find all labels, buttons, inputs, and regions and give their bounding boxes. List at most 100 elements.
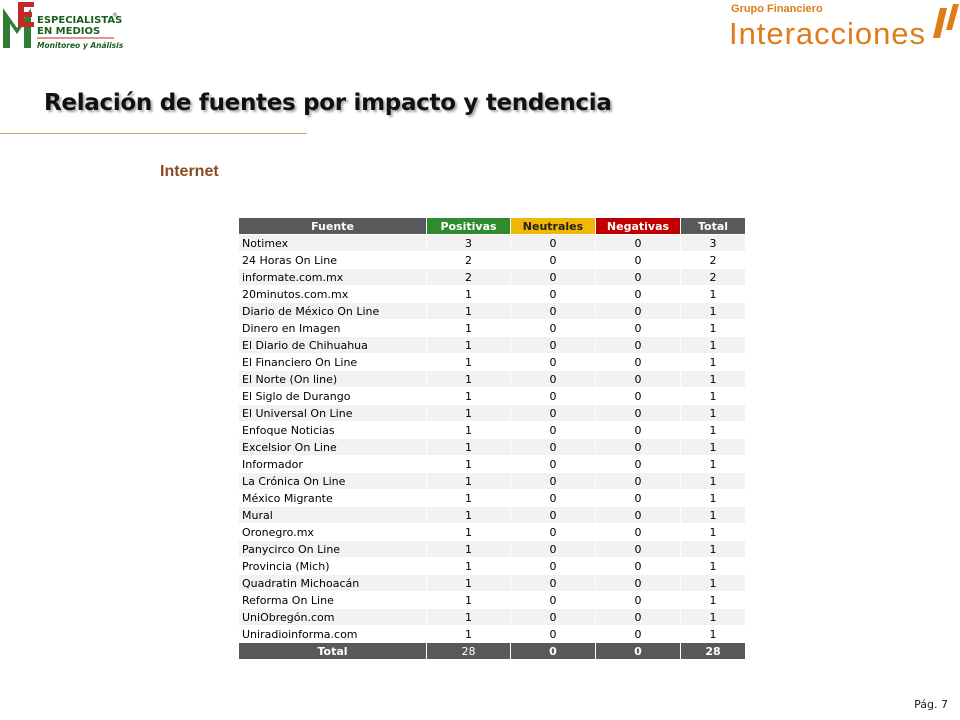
logo-right: Grupo Financiero Interacciones	[729, 3, 959, 51]
count-cell: 0	[595, 438, 681, 456]
logo-text: Monitoreo y Análisis	[37, 41, 124, 50]
count-cell: 1	[680, 608, 746, 626]
count-cell: 1	[680, 404, 746, 422]
count-cell: 1	[680, 540, 746, 558]
total-row: Total 28 0 0 28	[238, 642, 746, 660]
count-cell: 0	[510, 285, 596, 303]
source-cell: Provincia (Mich)	[238, 557, 427, 575]
count-cell: 1	[426, 472, 511, 490]
source-cell: Oronegro.mx	[238, 523, 427, 541]
count-cell: 1	[426, 404, 511, 422]
count-cell: 2	[426, 251, 511, 269]
count-cell: 0	[595, 489, 681, 507]
count-cell: 0	[595, 455, 681, 473]
source-cell: El Norte (On line)	[238, 370, 427, 388]
count-cell: 0	[595, 353, 681, 371]
count-cell: 1	[680, 387, 746, 405]
count-cell: 0	[510, 557, 596, 575]
table-row: 24 Horas On Line 2 0 0 2	[238, 251, 746, 269]
logo-text: Interacciones	[729, 16, 925, 51]
header-row: Fuente Positivas Neutrales Negativas Total	[238, 217, 746, 235]
count-cell: 1	[426, 319, 511, 337]
count-cell: 1	[426, 302, 511, 320]
source-cell: Notimex	[238, 234, 427, 252]
source-cell: Excelsior On Line	[238, 438, 427, 456]
count-cell: 1	[426, 370, 511, 388]
source-cell: México Migrante	[238, 489, 427, 507]
table-row: UniObregón.com 1 0 0 1	[238, 608, 746, 626]
count-cell: 0	[510, 506, 596, 524]
count-cell: 1	[426, 540, 511, 558]
count-cell: 1	[426, 506, 511, 524]
count-cell: 0	[510, 421, 596, 439]
source-cell: El Diario de Chihuahua	[238, 336, 427, 354]
table-row: El Financiero On Line 1 0 0 1	[238, 353, 746, 371]
total-cell: 0	[595, 642, 681, 660]
source-cell: UniObregón.com	[238, 608, 427, 626]
count-cell: 0	[510, 591, 596, 609]
count-cell: 0	[595, 523, 681, 541]
count-cell: 1	[426, 421, 511, 439]
table-row: Notimex 3 0 0 3	[238, 234, 746, 252]
table-row: Enfoque Noticias 1 0 0 1	[238, 421, 746, 439]
logo-text: ESPECIALISTAS	[37, 15, 122, 26]
source-cell: Enfoque Noticias	[238, 421, 427, 439]
count-cell: 0	[595, 574, 681, 592]
table: Fuente Positivas Neutrales Negativas Total N…	[238, 217, 746, 660]
count-cell: 0	[595, 404, 681, 422]
table-row: Oronegro.mx 1 0 0 1	[238, 523, 746, 541]
count-cell: 1	[680, 557, 746, 575]
count-cell: 1	[426, 455, 511, 473]
count-cell: 1	[426, 387, 511, 405]
count-cell: 0	[510, 370, 596, 388]
title: Relación de fuentes por impacto y tenden…	[44, 90, 612, 116]
count-cell: 1	[680, 285, 746, 303]
source-cell: La Crónica On Line	[238, 472, 427, 490]
count-cell: 0	[510, 489, 596, 507]
count-cell: 0	[595, 472, 681, 490]
count-cell: 1	[680, 438, 746, 456]
column-header: Total	[680, 217, 746, 235]
source-cell: Uniradioinforma.com	[238, 625, 427, 643]
section-label: Internet	[160, 163, 219, 180]
count-cell: 2	[680, 251, 746, 269]
total-cell: 28	[426, 642, 511, 660]
count-cell: 0	[595, 268, 681, 286]
logo-text: Grupo Financiero	[731, 3, 823, 15]
source-cell: Diario de México On Line	[238, 302, 427, 320]
count-cell: 1	[426, 489, 511, 507]
table-row: Mural 1 0 0 1	[238, 506, 746, 524]
page-number: Pág. 7	[914, 698, 948, 711]
table-row: Quadratin Michoacán 1 0 0 1	[238, 574, 746, 592]
count-cell: 0	[510, 268, 596, 286]
source-cell: El Financiero On Line	[238, 353, 427, 371]
count-cell: 1	[680, 421, 746, 439]
column-header: Neutrales	[510, 217, 596, 235]
total-cell: 28	[680, 642, 746, 660]
count-cell: 0	[510, 404, 596, 422]
count-cell: 0	[595, 421, 681, 439]
count-cell: 1	[680, 489, 746, 507]
count-cell: 0	[595, 251, 681, 269]
table-row: El Norte (On line) 1 0 0 1	[238, 370, 746, 388]
count-cell: 1	[680, 574, 746, 592]
count-cell: 0	[510, 540, 596, 558]
source-cell: Panycirco On Line	[238, 540, 427, 558]
source-cell: Dinero en Imagen	[238, 319, 427, 337]
count-cell: 1	[680, 455, 746, 473]
count-cell: 0	[595, 285, 681, 303]
count-cell: 0	[510, 455, 596, 473]
count-cell: 2	[680, 268, 746, 286]
count-cell: 1	[680, 370, 746, 388]
count-cell: 1	[426, 574, 511, 592]
count-cell: 1	[680, 319, 746, 337]
count-cell: 3	[426, 234, 511, 252]
count-cell: 1	[680, 336, 746, 354]
column-header: Negativas	[595, 217, 681, 235]
count-cell: 0	[595, 387, 681, 405]
logo-text: EN MEDIOS	[37, 26, 100, 37]
count-cell: 0	[595, 370, 681, 388]
count-cell: 1	[426, 608, 511, 626]
count-cell: 0	[510, 234, 596, 252]
